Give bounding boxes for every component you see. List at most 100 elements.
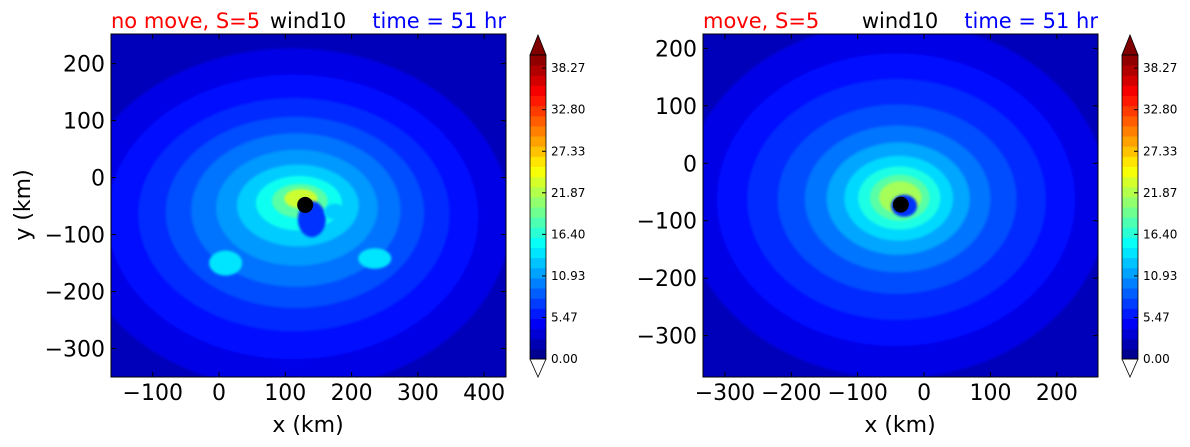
colorbar-band [530,267,546,279]
colorbar-band [1122,257,1138,269]
colorbar-band [1122,146,1138,157]
colorbar-tick-label: 10.93 [1143,269,1177,283]
colorbar-band [1122,348,1138,360]
colorbar-band [530,277,546,289]
colorbar-tick-label: 5.47 [551,310,578,324]
colorbar-band [530,257,546,269]
title-right: time = 51 hr [372,9,506,33]
x-tick-label: −300 [695,381,755,406]
x-tick-label: −100 [827,381,887,406]
colorbar-band [1122,277,1138,289]
colorbar: 0.00 5.47 10.93 16.40 21.87 27.33 32.80 38.27 [529,33,585,378]
colorbar-band [530,125,546,137]
colorbar-band [1122,247,1138,259]
x-tick-label: 0 [212,381,226,406]
panel-move: move, S=5 wind10 time = 51 hr −300 −200 −1… [637,9,1178,438]
storm-center-marker [297,196,314,213]
colorbar-band [1122,237,1138,249]
y-tick-label: −100 [637,210,697,235]
colorbar-band [1122,105,1138,117]
colorbar-band [530,288,546,299]
contour-field [111,34,506,377]
colorbar-band [530,166,546,178]
y-tick-label: −200 [45,281,105,306]
x-tick-label: 300 [397,381,439,406]
contour-band [324,203,346,220]
colorbar-tick-label: 38.27 [1143,61,1177,75]
colorbar-band [530,348,546,360]
colorbar-band [530,308,546,319]
colorbar-band [530,146,546,157]
y-axis-label: y (km) [11,169,36,240]
x-tick-label: 100 [264,381,306,406]
plot-frame [110,33,507,378]
x-axis-ticks: −100 0 100 200 300 400 [123,34,505,406]
x-tick-label: 400 [463,381,505,406]
y-tick-label: −100 [45,224,105,249]
x-tick-label: −200 [761,381,821,406]
y-tick-label: −300 [637,325,697,350]
contour-band [358,248,392,269]
colorbar-tick-label: 32.80 [551,103,585,117]
x-tick-label: 0 [917,381,931,406]
y-tick-label: 200 [63,53,105,78]
colorbar-band [1122,65,1138,76]
colorbar-band [1122,318,1138,330]
y-tick-label: 100 [63,110,105,135]
title-right: time = 51 hr [964,9,1098,33]
colorbar-band [530,196,546,208]
colorbar-band [530,75,546,86]
colorbar-band [530,247,546,259]
colorbar-band [530,95,546,107]
colorbar-band [530,237,546,249]
colorbar-band [1122,85,1138,97]
colorbar-extend-min [1121,358,1139,378]
colorbar-extend-min [529,358,547,378]
contour-band [209,250,243,276]
colorbar-band [530,217,546,228]
colorbar-tick-label: 32.80 [1143,103,1177,117]
colorbar-band [1122,75,1138,86]
colorbar-band [530,338,546,350]
colorbar-tick-label: 21.87 [551,186,585,200]
colorbar-tick-label: 0.00 [551,352,578,366]
colorbar-band [1122,308,1138,319]
colorbar-band [1122,156,1138,167]
title-center: wind10 [270,9,346,33]
colorbar-tick-label: 21.87 [1143,186,1177,200]
colorbar-band [530,156,546,167]
colorbar-frame [529,54,547,360]
colorbar-band [530,105,546,117]
y-tick-label: 100 [655,95,697,120]
colorbar-band [530,298,546,309]
colorbar-band [1122,207,1138,218]
colorbar-band [1122,288,1138,299]
x-tick-label: 100 [969,381,1011,406]
colorbar-band [530,65,546,76]
x-tick-label: −100 [123,381,183,406]
colorbar-frame [1121,54,1139,360]
y-tick-label: 0 [683,152,697,177]
colorbar-band [530,115,546,127]
colorbar-tick-label: 10.93 [551,269,585,283]
colorbar-tick-label: 27.33 [551,144,585,158]
colorbar-tick-label: 16.40 [1143,227,1177,241]
colorbar-band [1122,328,1138,340]
colorbar-extend-max [1121,33,1139,56]
y-tick-label: 200 [655,37,697,62]
colorbar-tick-label: 5.47 [1143,310,1170,324]
colorbar-band [530,136,546,147]
colorbar-band [1122,176,1138,188]
colorbar-band [1122,125,1138,137]
colorbar-band [530,207,546,218]
x-axis-label: x (km) [864,413,935,438]
title-left: move, S=5 [703,9,819,33]
title-left: no move, S=5 [111,9,260,33]
colorbar-band [1122,115,1138,127]
colorbar-band [530,328,546,340]
colorbar-band [530,176,546,188]
colorbar-band [530,227,546,238]
colorbar-band [1122,55,1138,66]
colorbar-tick-label: 16.40 [551,227,585,241]
